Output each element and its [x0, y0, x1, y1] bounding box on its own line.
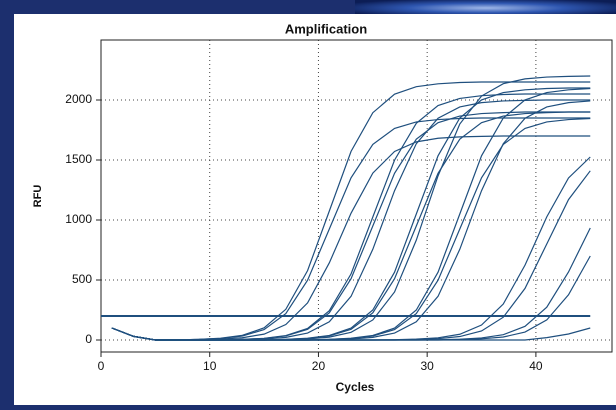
y-tick-label: 0	[85, 332, 92, 346]
x-tick-label: 0	[98, 359, 105, 373]
x-tick-label: 20	[312, 359, 326, 373]
amplification-curve	[111, 327, 591, 341]
panel	[14, 14, 616, 405]
x-tick-label: 30	[420, 359, 434, 373]
y-tick-label: 500	[72, 272, 92, 286]
x-tick-label: 10	[203, 359, 217, 373]
y-tick-label: 2000	[65, 92, 92, 106]
x-axis-label: Cycles	[336, 380, 375, 394]
y-tick-label: 1500	[65, 152, 92, 166]
y-tick-label: 1000	[65, 212, 92, 226]
corner-image	[355, 0, 616, 16]
x-tick-label: 40	[529, 359, 543, 373]
chart-title: Amplification	[285, 21, 367, 36]
plot-area: 0 10 20 30 40 0 500 1000 1500 2000	[65, 39, 613, 373]
y-axis-label: RFU	[32, 185, 44, 208]
plot-frame	[100, 39, 613, 353]
